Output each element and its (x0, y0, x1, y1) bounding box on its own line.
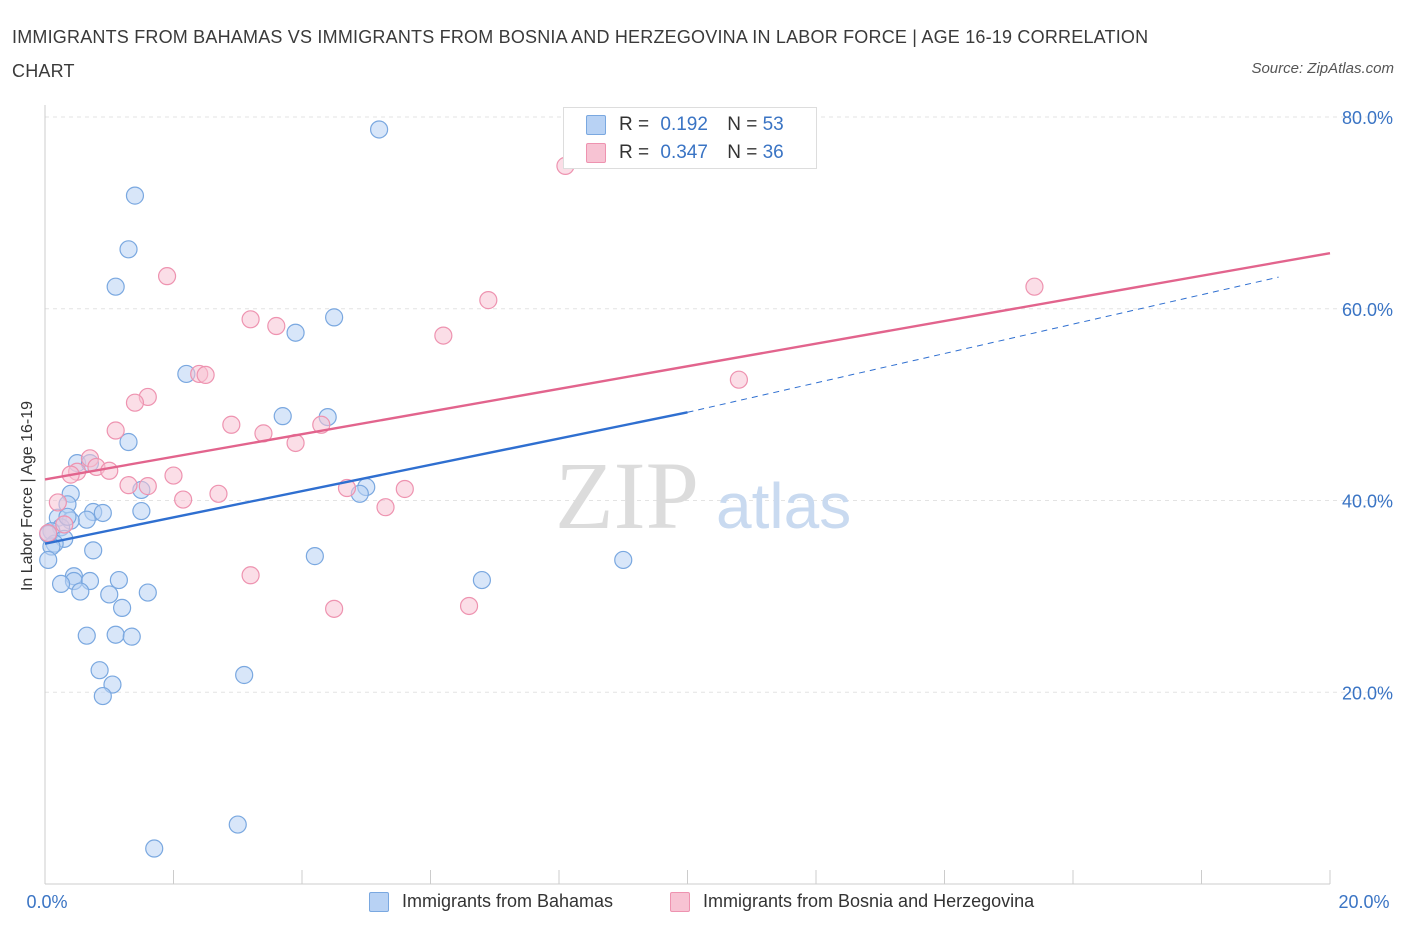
bosnia-point (1025, 277, 1044, 296)
bahamas-point (93, 686, 112, 706)
bahamas-point (370, 120, 389, 139)
bosnia-point (164, 466, 183, 485)
bosnia-point (48, 493, 67, 512)
bosnia-point (55, 515, 74, 534)
bahamas-point (122, 627, 141, 646)
bosnia-point (434, 326, 453, 345)
bahamas-point (119, 432, 138, 452)
source-label: Source: ZipAtlas.com (1251, 60, 1394, 77)
legend-label-bahamas: Immigrants from Bahamas (402, 891, 614, 911)
legend-n-label: N = (727, 114, 758, 135)
bahamas-point (145, 839, 164, 858)
bahamas-point (614, 550, 633, 570)
legend-n-value: 53 (762, 114, 784, 135)
watermark-atlas: atlas (716, 470, 851, 542)
legend-label-bosnia: Immigrants from Bosnia and Herzegovina (703, 891, 1035, 911)
bosnia-trend-line (44, 251, 1331, 481)
bosnia-point (459, 596, 479, 616)
bahamas-point (51, 574, 71, 594)
y-tick-label: 80.0% (1342, 108, 1393, 128)
axes (44, 105, 1331, 885)
bosnia-point (325, 599, 344, 618)
bosnia-point (39, 523, 58, 543)
bosnia-point (157, 267, 177, 286)
bosnia-point (209, 484, 228, 503)
bosnia-point (267, 316, 286, 336)
series-bahamas-points (39, 120, 633, 858)
watermark-zip: ZIP (555, 442, 699, 549)
bosnia-point (125, 393, 145, 412)
bosnia-point (174, 490, 193, 509)
bosnia-point (376, 498, 395, 517)
legend-swatch-pink (586, 143, 606, 163)
legend-swatch-pink (670, 892, 690, 912)
legend-r-label: R = (619, 142, 650, 163)
bosnia-point (241, 566, 260, 585)
bosnia-point (729, 370, 749, 389)
legend-r-label: R = (619, 114, 650, 135)
y-tick-label: 60.0% (1342, 300, 1393, 320)
bosnia-point (100, 461, 119, 480)
bahamas-point (77, 626, 96, 645)
bosnia-point (241, 310, 260, 329)
bosnia-point (106, 421, 125, 440)
bahamas-point (84, 541, 103, 560)
bahamas-trend-line (44, 411, 688, 545)
bahamas-point (93, 503, 112, 523)
bahamas-point (109, 570, 128, 590)
bahamas-trend-extension (687, 276, 1279, 413)
gridlines (45, 116, 1390, 693)
bosnia-point (138, 477, 157, 496)
bahamas-point (305, 547, 324, 566)
bahamas-point (235, 665, 254, 685)
bahamas-point (106, 277, 125, 296)
bahamas-point (71, 582, 90, 601)
bahamas-point (472, 570, 491, 590)
chart-title: IMMIGRANTS FROM BAHAMAS VS IMMIGRANTS FR… (12, 27, 1149, 81)
bosnia-point (479, 291, 498, 310)
legend-swatch-blue (369, 892, 389, 912)
x-tick-label: 20.0% (1338, 892, 1389, 912)
y-tick-label: 40.0% (1342, 492, 1393, 512)
bahamas-point (106, 625, 125, 644)
bahamas-point (100, 585, 119, 604)
watermark: ZIP atlas (555, 442, 851, 549)
bahamas-point (132, 501, 151, 521)
bahamas-point (138, 583, 157, 602)
legend-r-value: 0.192 (660, 114, 708, 135)
tick-labels: 20.0% 40.0% 60.0% 80.0% 0.0% 20.0% (26, 108, 1393, 912)
legend-n-label: N = (727, 142, 758, 163)
legend-r-value: 0.347 (660, 142, 708, 163)
y-tick-label: 20.0% (1342, 683, 1393, 703)
stats-legend: R = 0.192 N = 53 R = 0.347 N = 36 (563, 107, 817, 169)
bahamas-point (39, 550, 58, 570)
bahamas-point (77, 510, 96, 529)
bahamas-point (286, 323, 305, 342)
bahamas-point (119, 240, 138, 259)
trend-lines (44, 251, 1331, 545)
bahamas-point (273, 407, 292, 426)
bosnia-point (119, 476, 138, 495)
bahamas-point (90, 661, 109, 680)
bosnia-point (196, 365, 215, 385)
series-bosnia-points (39, 156, 1044, 618)
bosnia-point (222, 415, 241, 434)
legend-swatch-blue (586, 115, 606, 135)
x-tick-label: 0.0% (26, 892, 67, 912)
bosnia-point (395, 479, 414, 499)
bahamas-point (325, 308, 344, 327)
series-legend: Immigrants from Bahamas Immigrants from … (0, 890, 1406, 916)
bahamas-point (228, 815, 247, 834)
legend-n-value: 36 (762, 142, 784, 163)
bahamas-point (112, 598, 132, 617)
bahamas-point (125, 186, 145, 205)
